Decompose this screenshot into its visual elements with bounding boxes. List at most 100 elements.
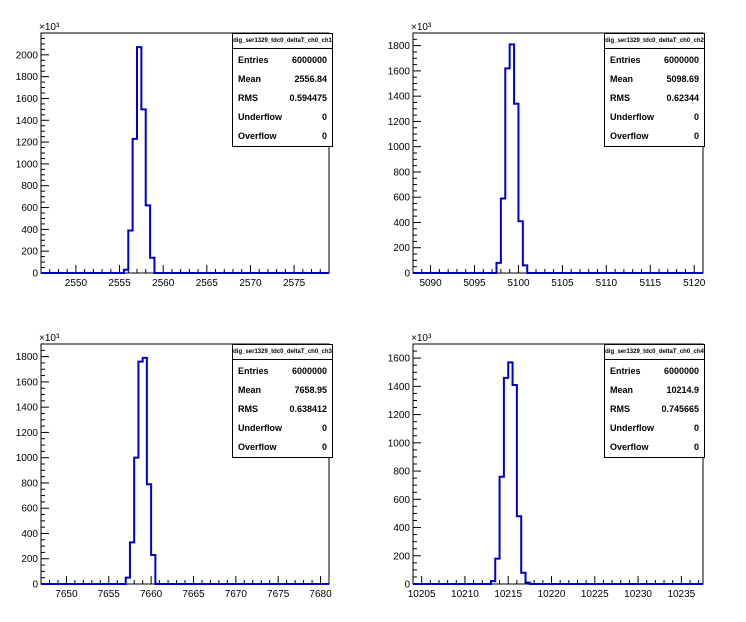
stats-row-rms: RMS 0.638412: [238, 404, 327, 414]
stats-title: dig_ser1329_tdc0_deltaT_ch0_ch4: [605, 345, 704, 360]
stats-row-rms: RMS 0.594475: [238, 93, 327, 103]
histogram-bin: [517, 516, 521, 584]
y-tick-label: 400: [21, 529, 38, 540]
y-tick-label: 400: [393, 523, 410, 534]
x-tick-label: 7670: [225, 589, 248, 600]
y-tick-label: 600: [21, 504, 38, 515]
y-tick-label: 1000: [388, 142, 411, 153]
x-tick-label: 7675: [267, 589, 290, 600]
histogram-bin: [138, 362, 142, 584]
y-tick-label: 1600: [388, 66, 411, 77]
x-tick-label: 2565: [196, 278, 219, 289]
stats-title: dig_ser1329_tdc0_deltaT_ch0_ch1: [233, 34, 332, 49]
y-tick-label: 400: [21, 225, 38, 236]
x-tick-label: 5115: [640, 278, 662, 289]
stats-row-entries: Entries 6000000: [610, 55, 699, 65]
stats-row-overflow: Overflow 0: [610, 131, 699, 141]
stats-row-mean: Mean 10214.9: [610, 385, 699, 395]
y-tick-label: 1600: [16, 94, 39, 105]
histogram-line: [41, 356, 329, 585]
y-tick-label: 800: [21, 181, 38, 192]
histogram-bin: [141, 109, 145, 273]
stats-title: dig_ser1329_tdc0_deltaT_ch0_ch2: [605, 34, 704, 49]
histogram-bin: [500, 477, 504, 584]
stats-row-overflow: Overflow 0: [610, 442, 699, 452]
x-tick-label: 5100: [507, 278, 530, 289]
histogram-bin: [505, 68, 509, 273]
y-tick-label: 800: [393, 167, 410, 178]
histogram-bin: [126, 578, 130, 584]
y-tick-label: 400: [393, 218, 410, 229]
histogram-bin: [510, 44, 514, 273]
histogram-bin: [128, 230, 132, 273]
y-exponent-label: ×10³: [39, 22, 60, 33]
histogram-bin: [150, 258, 154, 273]
y-tick-label: 200: [21, 554, 38, 565]
y-tick-label: 1400: [16, 116, 39, 127]
histogram-bin: [518, 221, 522, 273]
y-tick-label: 0: [32, 269, 38, 280]
x-tick-label: 10215: [494, 589, 522, 600]
y-tick-label: 1200: [388, 410, 411, 421]
y-tick-label: 1200: [16, 138, 39, 149]
histogram-line: [41, 46, 329, 274]
y-tick-label: 0: [32, 580, 38, 591]
histogram-bin: [146, 205, 150, 273]
y-tick-label: 1400: [16, 403, 39, 414]
y-tick-label: 800: [393, 467, 410, 478]
y-tick-label: 600: [393, 495, 410, 506]
histogram-line: [413, 43, 703, 274]
stats-title: dig_ser1329_tdc0_deltaT_ch0_ch3: [233, 345, 332, 360]
x-tick-label: 10220: [538, 589, 566, 600]
y-tick-label: 1000: [388, 438, 411, 449]
stats-row-mean: Mean 5098.69: [610, 74, 699, 84]
stats-row-overflow: Overflow 0: [238, 131, 327, 141]
histogram-bin: [496, 263, 500, 273]
histogram-pad-3: 7650 7655 7660 7665 7670 7675 7680 0 200 400 600 80…: [16, 333, 332, 600]
x-tick-label: 10210: [451, 589, 479, 600]
y-tick-label: 200: [393, 551, 410, 562]
y-tick-label: 0: [404, 580, 410, 591]
x-tick-label: 7655: [98, 589, 121, 600]
histogram-bin: [501, 198, 505, 273]
histogram-bin: [514, 104, 518, 273]
stats-row-mean: Mean 7658.95: [238, 385, 327, 395]
stats-row-overflow: Overflow 0: [238, 442, 327, 452]
stats-box-ch3: dig_ser1329_tdc0_deltaT_ch0_ch3 Entries 6…: [232, 344, 333, 458]
x-tick-label: 2560: [152, 278, 175, 289]
histogram-bin: [508, 362, 512, 584]
y-tick-label: 1000: [16, 453, 39, 464]
histogram-line: [413, 361, 703, 585]
histogram-bin: [133, 139, 137, 273]
y-tick-label: 2000: [16, 50, 39, 61]
stats-row-entries: Entries 6000000: [238, 55, 327, 65]
y-tick-label: 600: [393, 193, 410, 204]
y-tick-label: 1800: [16, 72, 39, 83]
stats-row-underflow: Underflow 0: [610, 112, 699, 122]
stats-row-rms: RMS 0.62344: [610, 93, 699, 103]
histogram-pad-1: 2550 2555 2560 2565 2570 2575 0 200 400 600 800 100…: [16, 22, 330, 289]
x-tick-label: 7665: [182, 589, 205, 600]
x-tick-label: 5105: [551, 278, 574, 289]
x-tick-label: 5110: [596, 278, 618, 289]
y-tick-label: 1600: [16, 377, 39, 388]
y-tick-label: 1200: [16, 428, 39, 439]
y-exponent-label: ×10³: [411, 333, 432, 344]
stats-row-mean: Mean 2556.84: [238, 74, 327, 84]
x-tick-label: 10230: [624, 589, 652, 600]
stats-box-ch1: dig_ser1329_tdc0_deltaT_ch0_ch1 Entries 6…: [232, 33, 333, 147]
x-tick-label: 2555: [108, 278, 131, 289]
histogram-bin: [143, 358, 147, 584]
y-tick-label: 1200: [388, 117, 411, 128]
y-tick-label: 600: [21, 203, 38, 214]
y-tick-label: 1800: [16, 352, 39, 363]
y-tick-label: 1600: [388, 354, 411, 365]
histogram-bin: [491, 581, 495, 584]
y-tick-label: 200: [21, 247, 38, 258]
x-tick-label: 10225: [581, 589, 609, 600]
y-tick-label: 1800: [388, 41, 411, 52]
histogram-pad-2: 5090 5095 5100 5105 5110 5115 5120 0 200 400 600 80…: [388, 22, 706, 289]
x-tick-label: 7660: [140, 589, 163, 600]
stats-row-entries: Entries 6000000: [238, 366, 327, 376]
